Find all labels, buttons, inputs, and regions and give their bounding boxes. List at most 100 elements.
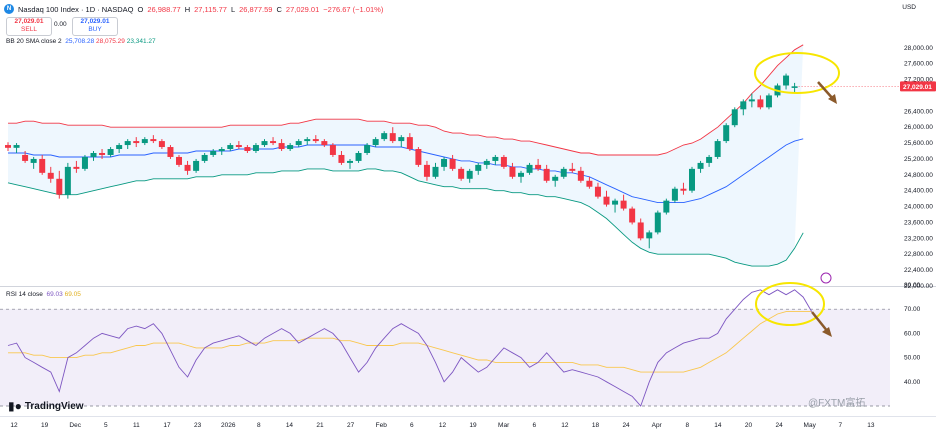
time-axis-label: Apr (652, 422, 663, 429)
time-axis-label: 12 (439, 422, 447, 429)
candle (689, 166, 695, 193)
last-price-tag (900, 81, 936, 92)
spread-value: 0.00 (54, 21, 67, 28)
candle (278, 139, 285, 151)
candle-body (500, 156, 507, 167)
candle-body (39, 158, 46, 173)
candle (723, 123, 730, 144)
candle-body (458, 168, 465, 179)
price-axis-label: 22,400.00 (904, 267, 933, 274)
candle-body (689, 168, 695, 191)
candle (218, 147, 225, 155)
chart-header: N Nasdaq 100 Index · 1D · NASDAQ O 26,988… (4, 2, 383, 16)
buy-price: 27,029.01 (80, 18, 110, 25)
candle-body (560, 168, 567, 177)
candle (372, 137, 379, 148)
candle (347, 158, 353, 169)
price-axis-label: 25,600.00 (904, 140, 933, 147)
candle-body (184, 164, 191, 171)
candle (466, 168, 473, 183)
buy-button[interactable]: 27,029.01 BUY (72, 17, 118, 36)
candle-body (193, 160, 200, 171)
candle (449, 154, 456, 171)
candle (560, 166, 567, 179)
price-axis-label: 25,200.00 (904, 156, 933, 163)
rsi-axis-label: 50.00 (904, 355, 921, 362)
candle (671, 186, 678, 203)
candle (654, 210, 661, 235)
candle (81, 154, 88, 171)
candle (167, 145, 174, 159)
bb-lower-line (7, 168, 804, 267)
candle-body (791, 86, 798, 88)
candle (124, 139, 131, 150)
candle-body (210, 151, 217, 155)
close-label: C (276, 4, 282, 14)
candle-body (706, 156, 713, 163)
candle-body (629, 208, 636, 223)
candle (355, 151, 362, 163)
candle-body (167, 147, 174, 157)
candle (620, 194, 627, 211)
candle-body (244, 147, 251, 151)
candle (304, 137, 311, 146)
last-price-label: 27,029.01 (903, 84, 932, 91)
time-axis-label: 8 (685, 422, 689, 429)
sell-button[interactable]: 27,029.01 SELL (6, 17, 52, 36)
candle-body (483, 160, 490, 165)
candle (731, 107, 738, 128)
candle (141, 137, 148, 146)
sell-label: SELL (21, 26, 37, 33)
buy-label: BUY (88, 26, 102, 33)
candle (483, 158, 490, 169)
candle-body (347, 160, 353, 163)
candle-body (201, 154, 208, 161)
rsi-line (7, 289, 813, 407)
time-axis-label: Dec (69, 422, 81, 429)
candle-body (441, 158, 448, 167)
candle (287, 143, 294, 151)
currency-label[interactable]: USD (902, 4, 916, 11)
candle-body (13, 145, 20, 148)
bb-upper-value: 28,075.29 (96, 38, 125, 45)
candle-body (646, 232, 653, 239)
price-axis-label: 22,000.00 (904, 283, 933, 290)
time-axis-label: 14 (714, 422, 722, 429)
rsi-legend[interactable]: RSI 14 close 69.03 69.05 (6, 291, 81, 298)
open-label: O (137, 4, 144, 14)
price-axis-label: 24,000.00 (904, 204, 933, 211)
candle-body (671, 188, 678, 201)
candle (757, 95, 764, 110)
candle (663, 198, 670, 215)
candle-body (355, 152, 362, 161)
candle-body (22, 154, 29, 161)
high-label: H (184, 4, 191, 14)
alert-icon (820, 272, 832, 284)
tradingview-brand[interactable]: ▮● TradingView (8, 399, 84, 413)
candle-body (509, 166, 516, 177)
symbol-title[interactable]: Nasdaq 100 Index · 1D · NASDAQ (18, 4, 134, 14)
candle (629, 206, 636, 225)
candle-body (235, 145, 242, 148)
rsi-label: RSI 14 close (6, 291, 43, 298)
candle (22, 151, 29, 163)
candle-body (56, 178, 63, 195)
candle (680, 182, 687, 195)
time-axis-label: 19 (41, 422, 49, 429)
candle-body (398, 137, 405, 142)
candle-body (543, 168, 550, 181)
price-axis-label: 24,400.00 (904, 188, 933, 195)
candle (646, 230, 653, 249)
candle (176, 154, 182, 167)
bb-basis-value: 25,708.28 (65, 38, 95, 45)
bb-legend[interactable]: BB 20 SMA close 2 25,708.28 28,075.29 23… (6, 38, 156, 45)
price-axis-label: 23,600.00 (904, 219, 933, 226)
candle (398, 135, 405, 148)
rsi-axis-label: 40.00 (904, 379, 921, 386)
candle-body (338, 154, 345, 163)
candle-body (518, 172, 524, 177)
candle-body (116, 145, 123, 150)
candle (500, 154, 507, 169)
candle (312, 135, 319, 144)
